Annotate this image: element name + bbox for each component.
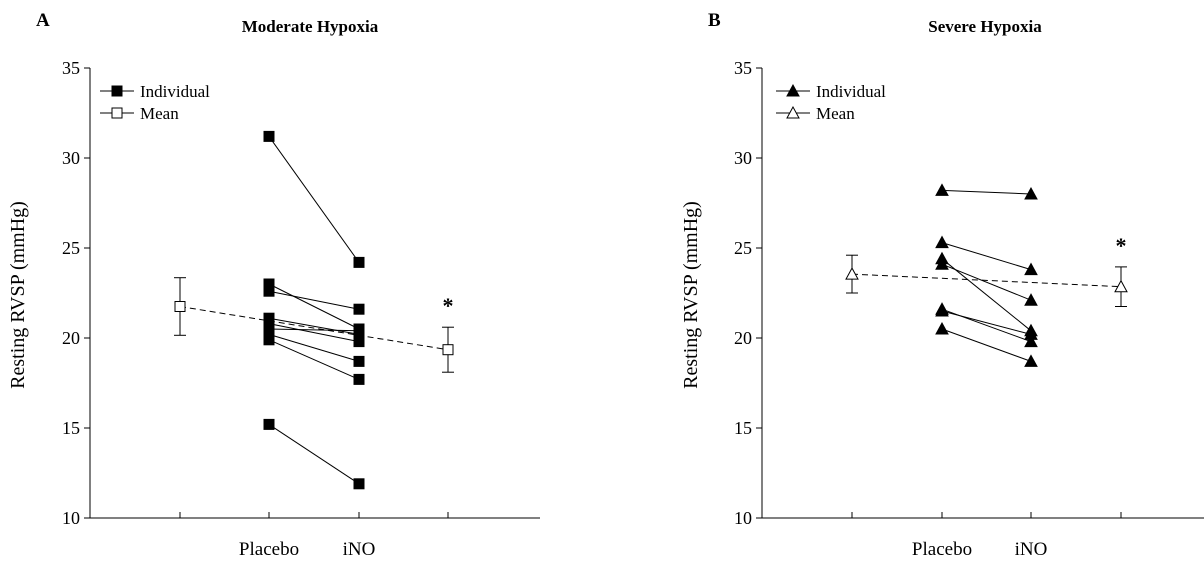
individual-series — [935, 302, 1038, 348]
individual-line — [268, 136, 360, 263]
y-tick-label: 15 — [734, 418, 752, 438]
legend: Individual Mean — [100, 82, 210, 123]
y-axis-label: Resting RVSP (mmHg) — [7, 201, 29, 389]
mean-line — [179, 306, 449, 351]
mean-series — [845, 254, 1128, 307]
y-tick-label: 30 — [62, 148, 80, 168]
individual-point-placebo — [263, 130, 275, 142]
individual-point-ino — [353, 355, 365, 367]
individual-line — [268, 328, 360, 332]
significance-annotation: * — [443, 293, 454, 318]
legend-label-mean: Mean — [816, 104, 855, 123]
panel-letter: A — [36, 10, 50, 31]
significance-annotation: * — [1116, 233, 1127, 258]
individual-point-placebo — [935, 321, 949, 335]
individual-line — [941, 242, 1032, 271]
mean-point-placebo — [174, 301, 186, 312]
individual-series — [935, 183, 1038, 200]
individual-line — [941, 258, 1032, 332]
individual-series — [935, 303, 1038, 340]
y-tick-label: 25 — [734, 238, 752, 258]
individual-point-ino — [1024, 354, 1038, 367]
individual-point-placebo — [935, 183, 949, 196]
panel-b: B Severe Hypoxia 10 15 20 25 30 35 Placebo iNO Res… — [680, 10, 1204, 560]
y-tick-label: 20 — [734, 328, 752, 348]
x-tick-label-ino: iNO — [1015, 539, 1048, 560]
legend-marker-mean — [786, 105, 800, 119]
individual-line — [941, 310, 1032, 335]
individual-line — [268, 317, 360, 335]
individual-series — [263, 334, 365, 385]
y-tick-label: 10 — [62, 508, 80, 528]
legend: Individual Mean — [776, 82, 886, 123]
individual-point-placebo — [935, 303, 949, 317]
legend-marker-individual — [786, 83, 800, 97]
mean-line — [851, 273, 1122, 288]
legend-marker-mean — [111, 107, 123, 119]
individual-point-placebo — [263, 418, 275, 430]
individual-point-placebo — [935, 235, 949, 249]
individual-line — [941, 328, 1032, 362]
legend-label-individual: Individual — [816, 82, 886, 101]
individual-line — [268, 290, 360, 310]
individual-line — [268, 423, 360, 485]
individual-line — [268, 339, 360, 380]
y-tick-label: 30 — [734, 148, 752, 168]
individual-point-ino — [353, 373, 365, 385]
individual-line — [268, 333, 360, 362]
mean-point-ino — [442, 344, 454, 356]
individual-point-ino — [1024, 262, 1038, 276]
individual-point-ino — [353, 303, 365, 315]
mean-point-placebo — [845, 267, 859, 280]
individual-series — [935, 257, 1038, 306]
y-tick-label: 35 — [734, 58, 752, 78]
individual-line — [941, 189, 1032, 195]
individual-point-ino — [353, 256, 365, 268]
x-tick-label-ino: iNO — [343, 539, 376, 560]
individual-series — [263, 418, 365, 490]
panel-a: A Moderate Hypoxia 10 15 20 25 30 35 Placebo iNO R… — [7, 10, 540, 560]
mean-point-ino — [1114, 279, 1128, 293]
individual-series — [263, 328, 365, 367]
individual-point-placebo — [935, 257, 949, 270]
individual-point-ino — [353, 336, 365, 348]
individual-line — [268, 283, 360, 330]
legend-label-individual: Individual — [140, 82, 210, 101]
chart-title: Moderate Hypoxia — [242, 17, 379, 36]
chart-title: Severe Hypoxia — [928, 17, 1042, 36]
individual-line — [268, 323, 360, 343]
individual-series — [935, 235, 1038, 276]
legend-marker-individual — [111, 85, 123, 97]
y-axis-label: Resting RVSP (mmHg) — [680, 201, 702, 389]
individual-series — [263, 285, 365, 315]
individual-point-ino — [1024, 327, 1038, 340]
y-tick-label: 15 — [62, 418, 80, 438]
y-tick-label: 25 — [62, 238, 80, 258]
y-tick-label: 20 — [62, 328, 80, 348]
individual-point-placebo — [263, 285, 275, 297]
individual-point-ino — [1024, 293, 1038, 306]
x-tick-label-placebo: Placebo — [912, 539, 972, 560]
individual-series — [263, 130, 365, 268]
individual-series — [935, 251, 1038, 337]
y-tick-label: 10 — [734, 508, 752, 528]
individual-line — [941, 263, 1032, 301]
individual-point-ino — [353, 478, 365, 490]
individual-series — [263, 312, 365, 340]
y-tick-label: 35 — [62, 58, 80, 78]
individual-point-placebo — [263, 334, 275, 346]
individual-point-ino — [1024, 186, 1038, 200]
panel-letter: B — [708, 10, 721, 31]
individual-point-ino — [1024, 334, 1038, 348]
individual-point-ino — [353, 325, 365, 337]
legend-label-mean: Mean — [140, 104, 179, 123]
x-tick-label-placebo: Placebo — [239, 539, 299, 560]
individual-series — [935, 321, 1038, 367]
mean-series — [174, 277, 454, 373]
